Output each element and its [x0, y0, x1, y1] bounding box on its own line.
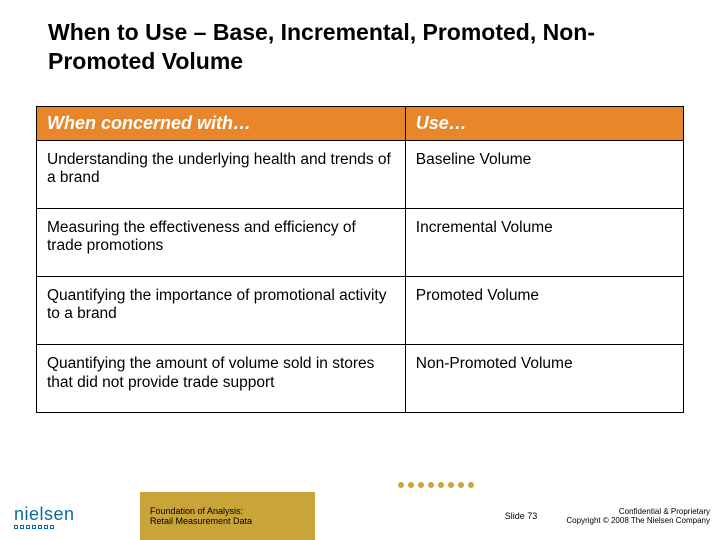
footer: nielsen Foundation of Analysis: Retail M… — [0, 492, 720, 540]
legal-line1: Confidential & Proprietary — [560, 507, 710, 516]
footer-gold-line2: Retail Measurement Data — [150, 516, 305, 526]
table-header-use: Use… — [405, 106, 683, 140]
use-table: When concerned with… Use… Understanding … — [36, 106, 684, 414]
table-row: Quantifying the importance of promotiona… — [37, 276, 684, 344]
logo: nielsen — [0, 492, 140, 540]
table-header-concern: When concerned with… — [37, 106, 406, 140]
footer-gold-line1: Foundation of Analysis: — [150, 506, 305, 516]
table-row: Quantifying the amount of volume sold in… — [37, 345, 684, 413]
cell-use: Incremental Volume — [405, 208, 683, 276]
cell-concern: Quantifying the importance of promotiona… — [37, 276, 406, 344]
slide-number: Slide 73 — [482, 492, 560, 540]
decorative-dots-icon — [398, 482, 474, 488]
slide-label: Slide — [505, 511, 525, 521]
footer-spacer — [315, 492, 482, 540]
table-container: When concerned with… Use… Understanding … — [0, 84, 720, 414]
cell-concern: Understanding the underlying health and … — [37, 140, 406, 208]
legal-line2: Copyright © 2008 The Nielsen Company — [560, 516, 710, 525]
table-row: Understanding the underlying health and … — [37, 140, 684, 208]
table-header-row: When concerned with… Use… — [37, 106, 684, 140]
logo-text: nielsen — [14, 504, 140, 525]
cell-use: Promoted Volume — [405, 276, 683, 344]
cell-concern: Quantifying the amount of volume sold in… — [37, 345, 406, 413]
slide-number-value: 73 — [527, 511, 537, 521]
cell-use: Baseline Volume — [405, 140, 683, 208]
footer-gold-bar: Foundation of Analysis: Retail Measureme… — [140, 492, 315, 540]
cell-concern: Measuring the effectiveness and efficien… — [37, 208, 406, 276]
cell-use: Non-Promoted Volume — [405, 345, 683, 413]
page-title: When to Use – Base, Incremental, Promote… — [48, 18, 672, 76]
logo-dots-icon — [14, 525, 140, 529]
table-row: Measuring the effectiveness and efficien… — [37, 208, 684, 276]
legal-text: Confidential & Proprietary Copyright © 2… — [560, 492, 720, 540]
